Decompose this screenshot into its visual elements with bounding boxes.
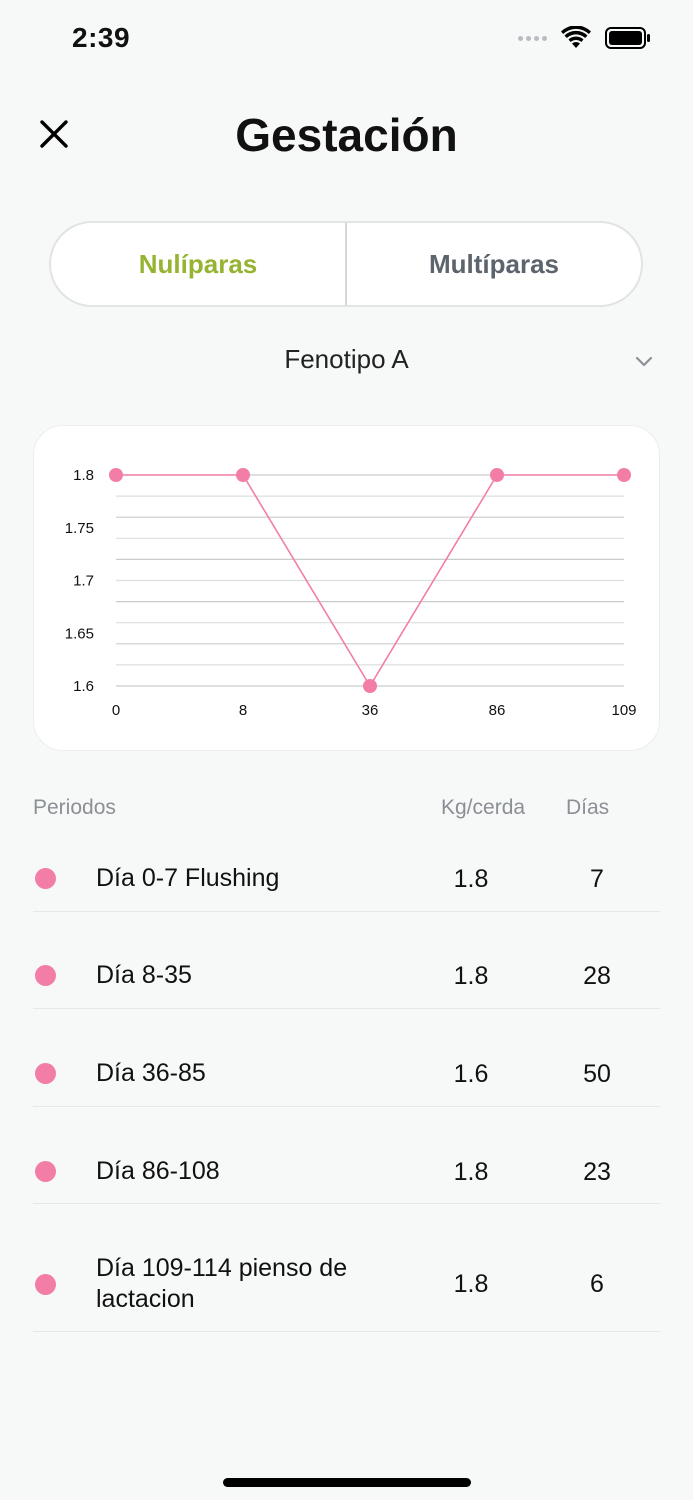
period-label: Día 0-7 Flushing: [96, 864, 280, 892]
series-dot: [35, 965, 56, 986]
table-row: Día 8-35 1.8 28: [33, 911, 660, 1009]
chevron-down-icon: [635, 356, 653, 367]
status-time: 2:39: [72, 22, 131, 53]
x-tick-label: 36: [362, 702, 379, 719]
battery-icon: [605, 27, 650, 49]
y-tick-label: 1.8: [73, 467, 94, 484]
segmented-control: Nulíparas Multíparas: [49, 221, 643, 307]
series-dot: [35, 1274, 56, 1295]
header-periods: Periodos: [33, 796, 116, 819]
header-days: Días: [566, 796, 610, 819]
data-point: [236, 468, 250, 482]
y-tick-label: 1.65: [65, 625, 94, 642]
data-point: [490, 468, 504, 482]
data-point: [363, 679, 377, 693]
days-value: 6: [590, 1270, 604, 1298]
page-title: Gestación: [235, 109, 458, 161]
period-label: Día 109-114 pienso de lactacion: [96, 1254, 348, 1313]
home-indicator: [223, 1478, 471, 1487]
cellular-signal-icon: [518, 35, 547, 41]
series-dot: [35, 1063, 56, 1084]
kg-value: 1.8: [453, 1270, 489, 1298]
tab-nuliparas[interactable]: Nulíparas: [138, 248, 258, 279]
days-value: 23: [583, 1158, 611, 1186]
wifi-icon: [561, 26, 591, 48]
tab-multiparas[interactable]: Multíparas: [345, 223, 641, 305]
period-label: Día 8-35: [96, 961, 192, 989]
x-tick-label: 109: [611, 702, 636, 719]
y-tick-label: 1.75: [65, 520, 94, 537]
line-chart: 1.8 1.75 1.7 1.65 1.6 0 8 36 86 109: [65, 467, 637, 719]
days-value: 28: [583, 962, 611, 990]
status-bar: 2:39: [0, 0, 693, 80]
phenotype-selector-value: Fenotipo A: [284, 344, 409, 374]
x-tick-label: 8: [239, 702, 247, 719]
kg-value: 1.6: [453, 1060, 489, 1088]
series-dot: [35, 868, 56, 889]
data-point: [109, 468, 123, 482]
kg-value: 1.8: [453, 1158, 489, 1186]
y-tick-label: 1.6: [73, 678, 94, 695]
status-icons: [518, 26, 651, 50]
table-row: Día 109-114 pienso de lactacion 1.8 6: [33, 1203, 660, 1332]
table-row: Día 36-85 1.6 50: [33, 1008, 660, 1107]
series-dot: [35, 1161, 56, 1182]
y-tick-label: 1.7: [73, 573, 94, 590]
table-row: Día 86-108 1.8 23: [33, 1106, 660, 1204]
x-tick-label: 0: [112, 702, 120, 719]
data-point: [617, 468, 631, 482]
period-label: Día 86-108: [96, 1157, 220, 1185]
close-icon[interactable]: [36, 116, 72, 152]
kg-value: 1.8: [453, 865, 489, 893]
period-label: Día 36-85: [96, 1059, 206, 1087]
phenotype-selector[interactable]: Fenotipo A: [0, 336, 693, 386]
x-tick-label: 86: [489, 702, 506, 719]
days-value: 7: [590, 865, 604, 893]
days-value: 50: [583, 1060, 611, 1088]
table-row: Día 0-7 Flushing 1.8 7: [33, 848, 660, 912]
kg-value: 1.8: [453, 962, 489, 990]
header-kg: Kg/cerda: [441, 796, 526, 819]
chart-card: 1.8 1.75 1.7 1.65 1.6 0 8 36 86 109: [33, 425, 660, 751]
